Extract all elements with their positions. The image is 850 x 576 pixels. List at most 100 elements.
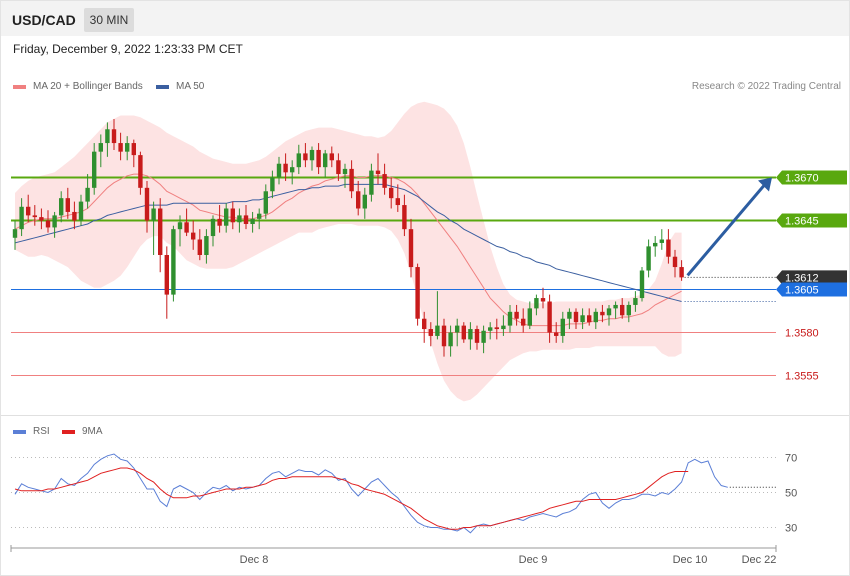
candle-body [52, 215, 57, 228]
candle-body [567, 311, 572, 319]
candle-body [547, 301, 552, 333]
rsi-series-rsi [14, 453, 728, 534]
label-bg-1-3612 [776, 270, 847, 285]
candle-body [659, 239, 664, 243]
candle-body [45, 220, 51, 228]
price-label-1-3645: 1.3645 [785, 216, 819, 228]
candle-body [613, 304, 618, 309]
candle-body [283, 163, 288, 173]
candle-body [606, 308, 612, 316]
candle-body [59, 198, 64, 216]
candle-body [12, 229, 18, 238]
candle-body [560, 318, 565, 336]
legend-ma20: MA 20 + Bollinger Bands [13, 81, 143, 92]
candle-body [92, 151, 97, 188]
candle-body [527, 308, 532, 326]
candle-body [620, 304, 625, 316]
candle-body [534, 298, 539, 309]
rsi-swatch [13, 429, 26, 434]
candle-body [237, 215, 242, 223]
forecast-arrow-head [758, 177, 772, 192]
candle-body [224, 208, 229, 226]
candle-body [580, 315, 585, 323]
candle-body [329, 153, 334, 161]
forecast-arrow-shaft [686, 184, 766, 277]
candle-body [573, 311, 579, 323]
candle-body [250, 218, 255, 224]
candle-body [349, 168, 354, 192]
candle-body [461, 325, 466, 340]
candle-body [369, 170, 374, 195]
candle-body [395, 198, 400, 206]
candle-body [276, 163, 282, 178]
bollinger-band [15, 101, 682, 402]
rsi-tick-30: 30 [785, 523, 797, 535]
candle-body [257, 213, 262, 219]
candle-body [26, 206, 31, 216]
copyright: Research © 2022 Trading Central [691, 81, 841, 92]
candle-body [468, 329, 473, 340]
candle-body [507, 311, 513, 326]
candle-body [303, 153, 308, 161]
label-bg-1-3605 [776, 282, 847, 297]
candle-body [217, 218, 222, 226]
candle-body [488, 327, 493, 331]
candle-body [600, 311, 605, 316]
candle-body [65, 198, 70, 212]
candle-body [448, 332, 453, 347]
legend-rsi: RSI [13, 426, 50, 437]
legend-9ma-label: 9MA [82, 426, 103, 437]
candle-body [158, 208, 163, 255]
candle-body [78, 201, 84, 221]
candle-body [230, 208, 235, 223]
price-label-1-3580: 1.3580 [785, 328, 819, 340]
candle-body [151, 208, 156, 221]
candle-body [633, 298, 638, 305]
x-tick-label: Dec 8 [240, 554, 269, 566]
candle-body [144, 187, 150, 221]
ma50-line [14, 183, 682, 302]
x-tick-label: Dec 9 [519, 554, 548, 566]
rsi-series-9ma [14, 467, 689, 530]
candle-body [270, 177, 275, 192]
label-bg-1-3645 [776, 213, 847, 228]
candle-body [514, 311, 519, 319]
candle-body [171, 229, 176, 295]
candle-body [356, 191, 361, 209]
timeframe-button[interactable]: 30 MIN [84, 8, 134, 32]
candle-body [184, 222, 189, 233]
candle-body [125, 143, 130, 152]
price-label-1-3555: 1.3555 [785, 371, 819, 383]
ma20-line [14, 173, 682, 327]
label-bg-1-3670 [776, 170, 847, 185]
candle-body [164, 255, 169, 295]
price-label-1-3612: 1.3612 [785, 272, 819, 284]
candle-body [389, 187, 394, 199]
candle-body [501, 325, 506, 330]
candle-body [402, 205, 407, 230]
x-tick-label: Dec 22 [742, 554, 777, 566]
legend-ma20-label: MA 20 + Bollinger Bands [33, 81, 143, 92]
rsi-tick-50: 50 [785, 488, 797, 500]
candle-body [336, 160, 341, 175]
candle-body [587, 315, 592, 323]
timestamp: Friday, December 9, 2022 1:23:33 PM CET [13, 42, 243, 56]
candle-body [118, 143, 123, 152]
candle-body [653, 242, 658, 247]
candle-body [72, 211, 77, 221]
price-label-1-3670: 1.3670 [785, 173, 819, 185]
x-tick-label: Dec 10 [673, 554, 708, 566]
candle-body [131, 143, 136, 156]
candle-body [263, 191, 268, 214]
currency-pair: USD/CAD [12, 12, 76, 28]
candle-body [494, 327, 499, 330]
candle-body [521, 318, 526, 326]
price-label-1-3605: 1.3605 [785, 284, 819, 296]
candle-body [474, 329, 480, 343]
candle-body [441, 325, 447, 347]
candle-body [554, 332, 559, 336]
candle-body [191, 232, 196, 240]
candle-body [481, 330, 486, 343]
ma9-swatch [62, 429, 75, 434]
